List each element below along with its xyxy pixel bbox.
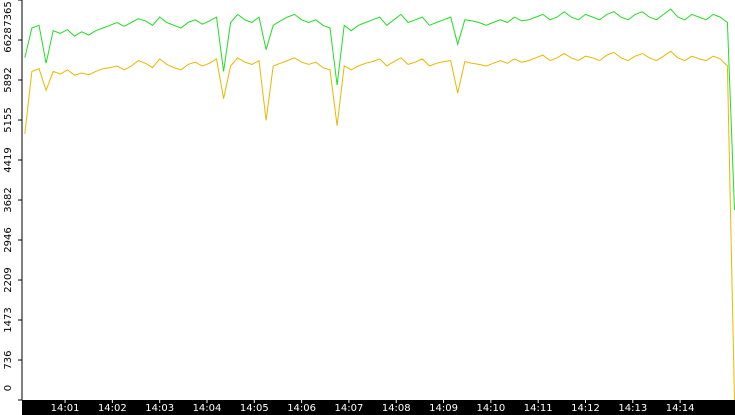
y-tick-label: 5155 — [3, 107, 14, 132]
y-tick-label: 7365 — [3, 1, 14, 26]
series-line — [24, 50, 735, 401]
x-tick-label: 14:11 — [524, 403, 553, 414]
series-line — [24, 8, 735, 210]
y-tick-label: 2946 — [3, 227, 14, 252]
x-axis-bar — [22, 400, 735, 415]
x-tick-label: 14:14 — [666, 403, 695, 414]
x-tick-label: 14:08 — [382, 403, 411, 414]
x-tick-label: 14:03 — [145, 403, 174, 414]
x-tick-label: 14:13 — [618, 403, 647, 414]
x-tick-label: 14:12 — [571, 403, 600, 414]
x-tick-label: 14:01 — [51, 403, 80, 414]
x-tick-label: 14:02 — [98, 403, 127, 414]
y-tick-label: 2209 — [3, 267, 14, 292]
y-tick-label: 5892 — [3, 67, 14, 92]
x-tick-label: 14:04 — [193, 403, 222, 414]
y-tick-label: 3682 — [3, 187, 14, 212]
y-tick-label: 0 — [3, 385, 14, 391]
x-tick-label: 14:09 — [429, 403, 458, 414]
y-tick-label: 6628 — [3, 27, 14, 52]
x-tick-label: 14:06 — [287, 403, 316, 414]
y-tick-label: 1473 — [3, 307, 14, 332]
x-tick-label: 14:10 — [476, 403, 505, 414]
x-tick-label: 14:05 — [240, 403, 269, 414]
y-tick-label: 736 — [3, 350, 14, 369]
x-tick-label: 14:07 — [335, 403, 364, 414]
y-tick-label: 4419 — [3, 147, 14, 172]
